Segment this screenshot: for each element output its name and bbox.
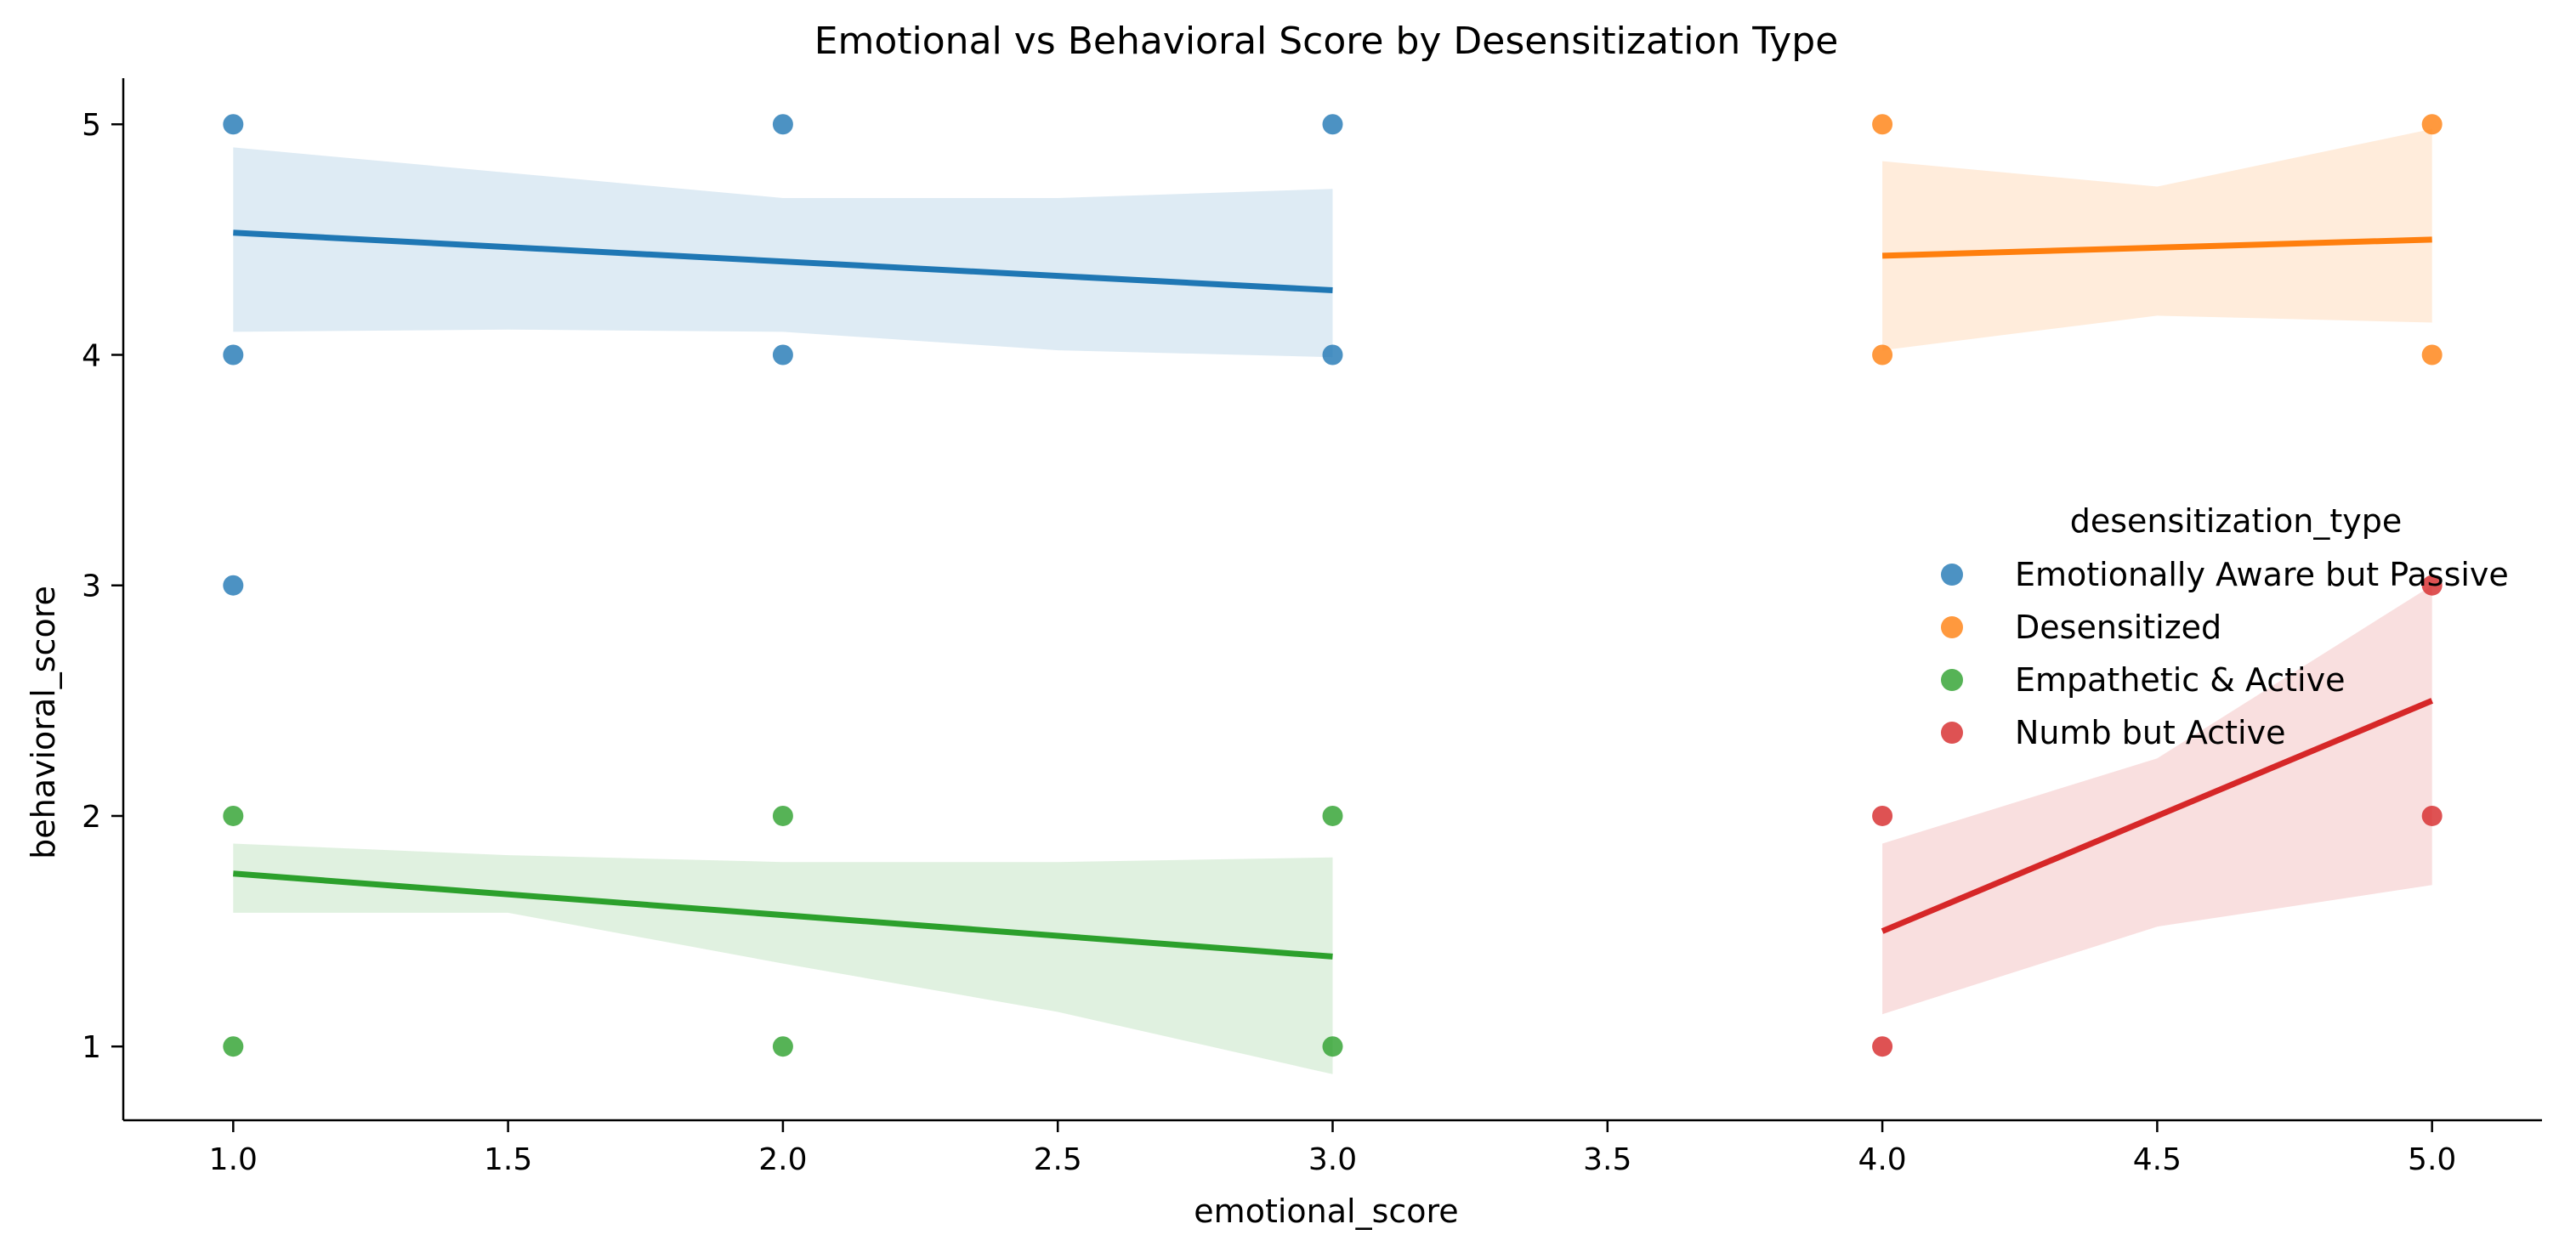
data-point-2-4 xyxy=(2421,344,2443,365)
data-point-3-3 xyxy=(772,805,793,826)
legend-label-3: Empathetic & Active xyxy=(2015,661,2345,699)
legend-marker-2 xyxy=(1941,616,1963,638)
y-tick-label-4: 4 xyxy=(82,338,101,373)
data-point-3-1 xyxy=(223,805,244,826)
x-tick-label-6: 3.5 xyxy=(1583,1142,1631,1177)
x-tick-label-2: 1.5 xyxy=(484,1142,532,1177)
data-point-4-2 xyxy=(1872,1036,1893,1057)
confidence-band-3 xyxy=(233,843,1333,1074)
data-point-1-7 xyxy=(1322,344,1343,365)
data-point-4-1 xyxy=(1872,805,1893,826)
confidence-band-4 xyxy=(1882,585,2432,1015)
x-tick-label-9: 5.0 xyxy=(2408,1142,2456,1177)
y-tick-label-3: 3 xyxy=(82,569,101,604)
y-axis-label: behavioral_score xyxy=(25,586,62,859)
x-axis-label: emotional_score xyxy=(1194,1193,1458,1230)
legend-title: desensitization_type xyxy=(2070,502,2402,540)
y-tick-label-5: 5 xyxy=(82,108,101,143)
x-tick-label-4: 2.5 xyxy=(1034,1142,1082,1177)
regression-line-3 xyxy=(233,870,1333,960)
chart-title: Emotional vs Behavioral Score by Desensi… xyxy=(814,20,1839,63)
data-point-3-5 xyxy=(1322,805,1343,826)
data-point-1-2 xyxy=(223,344,244,365)
x-tick-label-5: 3.0 xyxy=(1308,1142,1357,1177)
legend-marker-4 xyxy=(1941,722,1963,744)
regression-lines xyxy=(233,229,2434,960)
legend-label-2: Desensitized xyxy=(2015,609,2221,646)
x-tick-label-1: 1.0 xyxy=(209,1142,258,1177)
y-tick-label-2: 2 xyxy=(82,800,101,835)
data-point-3-2 xyxy=(223,1036,244,1057)
legend-label-1: Emotionally Aware but Passive xyxy=(2015,556,2509,593)
data-point-1-5 xyxy=(772,344,793,365)
x-tick-label-7: 4.0 xyxy=(1858,1142,1906,1177)
data-point-1-3 xyxy=(223,575,244,596)
confidence-band-1 xyxy=(233,147,1333,358)
regression-line-1 xyxy=(233,229,1333,294)
data-point-4-4 xyxy=(2421,805,2443,826)
regression-line-4 xyxy=(1881,698,2434,934)
data-points xyxy=(223,114,2443,1057)
data-point-1-6 xyxy=(1322,114,1343,135)
data-point-4-3 xyxy=(2421,575,2443,596)
regression-line-2 xyxy=(1881,236,2432,259)
data-point-3-6 xyxy=(1322,1036,1343,1057)
data-point-2-2 xyxy=(1872,344,1893,365)
legend: Emotionally Aware but Passive Desensitize… xyxy=(1941,556,2509,751)
x-tick-label-8: 4.5 xyxy=(2133,1142,2182,1177)
legend-label-4: Numb but Active xyxy=(2015,714,2285,751)
data-point-1-1 xyxy=(223,114,244,135)
y-tick-label-1: 1 xyxy=(82,1030,101,1065)
confidence-bands xyxy=(233,128,2432,1074)
x-tick-label-3: 2.0 xyxy=(758,1142,807,1177)
confidence-band-2 xyxy=(1882,128,2432,351)
data-point-3-4 xyxy=(772,1036,793,1057)
data-point-1-4 xyxy=(772,114,793,135)
axes: 1.0 1.5 2.0 2.5 3.0 3.5 4.0 4.5 5.0 1 2 3 4 5 xyxy=(82,78,2542,1177)
legend-marker-1 xyxy=(1941,564,1963,586)
data-point-2-3 xyxy=(2421,114,2443,135)
legend-marker-3 xyxy=(1941,669,1963,691)
data-point-2-1 xyxy=(1872,114,1893,135)
